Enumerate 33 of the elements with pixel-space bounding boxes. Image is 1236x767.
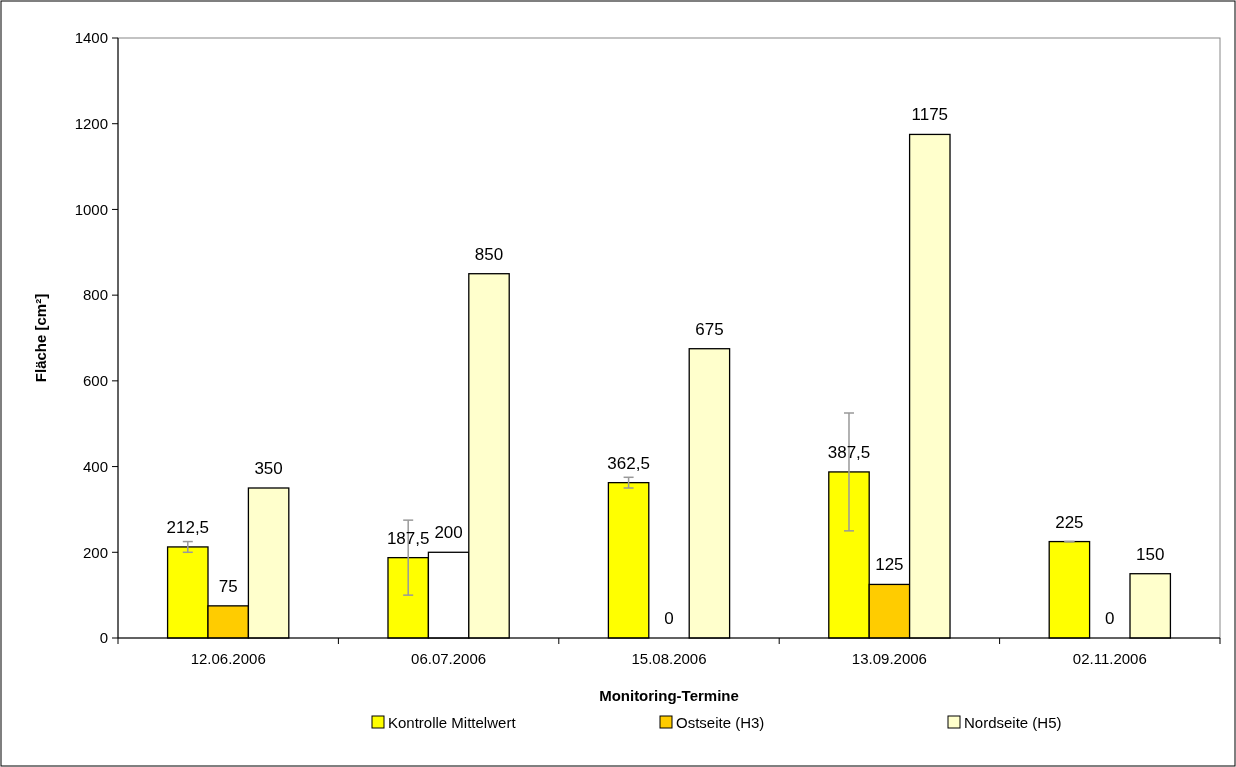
x-axis-title: Monitoring-Termine: [599, 687, 739, 704]
x-tick-label: 06.07.2006: [411, 650, 487, 667]
y-tick-label: 400: [82, 457, 108, 475]
y-tick-label: 600: [82, 372, 108, 390]
y-tick-label: 1000: [74, 200, 108, 218]
legend-label: Nordseite (H5): [964, 714, 1062, 731]
data-label: 212,5: [166, 517, 210, 537]
y-tick-label: 1200: [74, 114, 108, 132]
data-label: 850: [474, 244, 504, 264]
data-label: 125: [875, 555, 904, 575]
x-tick-label: 02.11.2006: [1072, 650, 1147, 667]
x-tick-label: 15.08.2006: [631, 650, 707, 667]
y-axis-title: Fläche [cm²]: [32, 293, 49, 383]
data-label: 150: [1136, 544, 1165, 564]
y-tick-label: 200: [82, 543, 108, 561]
data-label: 362,5: [607, 453, 650, 473]
y-tick-label: 1400: [74, 29, 108, 47]
data-label: 350: [254, 459, 283, 478]
data-label: 0: [664, 609, 674, 628]
data-label: 75: [218, 576, 238, 596]
data-label: 225: [1055, 512, 1084, 532]
data-label: 200: [434, 523, 463, 543]
data-label: 187,5: [386, 528, 430, 548]
data-label: 387,5: [827, 442, 871, 462]
x-tick-label: 13.09.2006: [851, 650, 927, 667]
data-label: 0: [1105, 609, 1115, 628]
y-tick-label: 800: [82, 286, 108, 304]
legend-label: Kontrolle Mittelwert: [388, 714, 517, 731]
x-tick-label: 12.06.2006: [190, 650, 266, 667]
data-label: 1175: [911, 105, 949, 125]
legend-label: Ostseite (H3): [676, 714, 765, 731]
data-label: 675: [695, 319, 724, 339]
y-tick-label: 0: [99, 629, 108, 647]
